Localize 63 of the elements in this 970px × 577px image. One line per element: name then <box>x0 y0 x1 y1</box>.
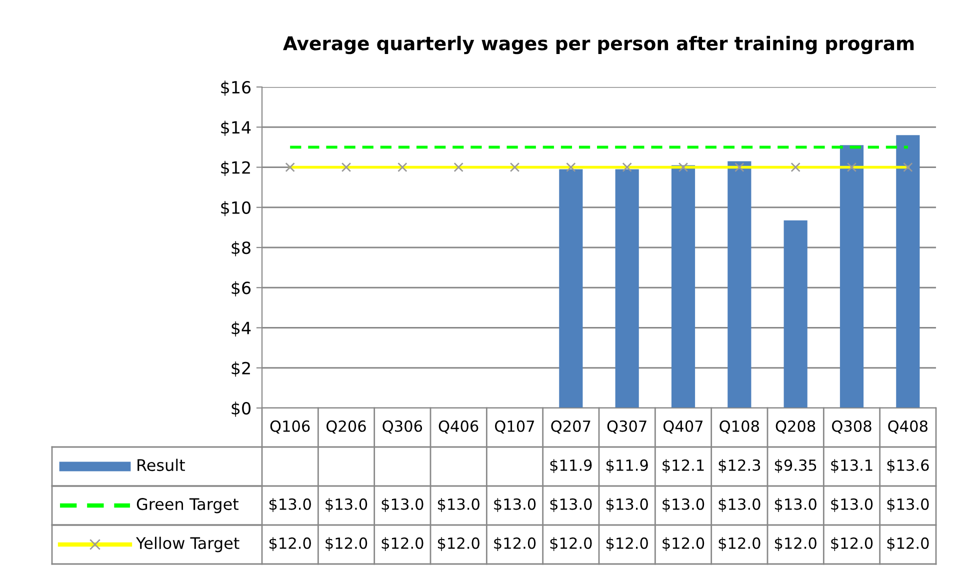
y-tick-label: $0 <box>232 402 250 417</box>
data-label: $12.3 <box>718 459 760 473</box>
data-label: $13.6 <box>887 459 929 473</box>
data-label: $13.0 <box>662 498 704 512</box>
data-label: $9.35 <box>774 459 816 473</box>
y-tick-label: $12 <box>221 160 250 176</box>
y-tick-label: $10 <box>221 201 250 216</box>
bar <box>840 145 864 408</box>
legend-label: Result <box>138 458 185 472</box>
y-tick-label: $8 <box>232 241 250 256</box>
y-tick-label: $2 <box>232 362 250 377</box>
x-tick-label: Q308 <box>832 420 872 434</box>
data-label: $13.0 <box>718 498 760 512</box>
bar <box>615 169 639 408</box>
data-label: $13.0 <box>382 498 424 512</box>
data-label: $12.1 <box>662 459 704 473</box>
bar <box>559 169 583 408</box>
data-label: $11.9 <box>606 459 648 473</box>
legend-label: Green Target <box>136 498 238 514</box>
bar <box>728 161 752 408</box>
x-tick-label: Q306 <box>382 420 422 434</box>
data-label: $12.0 <box>550 537 592 551</box>
x-tick-label: Q408 <box>888 420 928 434</box>
y-tick-label: $6 <box>232 281 251 296</box>
data-label: $12.0 <box>606 537 648 551</box>
bar <box>671 165 696 408</box>
x-tick-label: Q106 <box>270 420 310 434</box>
data-label: $13.1 <box>831 459 872 473</box>
data-label: $11.9 <box>550 459 592 473</box>
data-label: $13.0 <box>269 498 311 512</box>
data-label: $13.0 <box>887 498 929 512</box>
data-label: $12.0 <box>774 537 816 551</box>
y-tick-label: $14 <box>221 120 251 136</box>
x-tick-label: Q108 <box>720 420 759 434</box>
data-label: $12.0 <box>887 537 929 551</box>
data-label: $13.0 <box>606 498 648 512</box>
data-label: $13.0 <box>550 498 592 512</box>
data-label: $13.0 <box>494 498 536 512</box>
y-tick-label: $16 <box>221 80 251 96</box>
x-tick-label: Q107 <box>495 420 534 434</box>
x-tick-label: Q208 <box>776 420 816 434</box>
data-label: $12.0 <box>269 537 311 551</box>
x-tick-label: Q307 <box>607 420 646 434</box>
bar <box>896 135 920 408</box>
x-tick-label: Q406 <box>438 420 478 434</box>
data-label: $13.0 <box>438 498 480 512</box>
data-label: $12.0 <box>326 537 368 551</box>
y-tick-label: $4 <box>232 321 251 337</box>
bar <box>784 220 808 408</box>
x-tick-label: Q206 <box>326 420 366 434</box>
data-label: $12.0 <box>662 537 704 551</box>
legend-label: Yellow Target <box>136 536 240 552</box>
chart-title: Average quarterly wages per person after training program <box>283 36 914 54</box>
data-label: $13.0 <box>774 498 816 512</box>
x-tick-label: Q407 <box>664 420 703 434</box>
data-label: $12.0 <box>494 537 536 551</box>
data-label: $12.0 <box>718 537 760 551</box>
data-label: $12.0 <box>831 537 873 551</box>
data-label: $13.0 <box>326 498 368 512</box>
data-label: $12.0 <box>382 537 424 551</box>
data-label: $12.0 <box>438 537 480 551</box>
data-label: $13.0 <box>831 498 873 512</box>
x-tick-label: Q207 <box>551 420 590 434</box>
